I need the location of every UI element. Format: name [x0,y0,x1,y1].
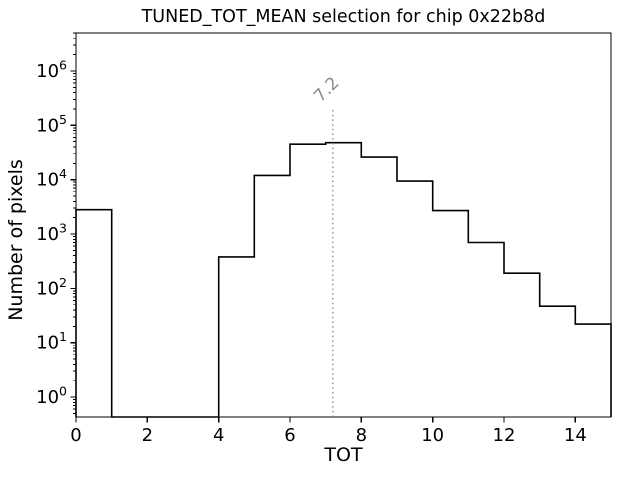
y-tick-label: 102 [36,275,67,300]
histogram-step-line [75,141,612,418]
x-tick-label: 4 [213,425,224,446]
y-tick-label: 105 [36,112,67,137]
y-tick-label: 106 [36,57,67,82]
x-tick-label: 14 [564,425,587,446]
tuned-mean-vline-label: 7.2 [310,73,343,106]
x-tick-label: 8 [356,425,367,446]
x-tick-label: 6 [284,425,295,446]
y-tick-label: 104 [36,166,67,191]
y-tick-label: 101 [36,329,67,354]
plot-spines [75,32,612,418]
y-tick-label: 100 [36,384,67,409]
chart-title: TUNED_TOT_MEAN selection for chip 0x22b8… [141,7,546,27]
x-tick-label: 10 [421,425,444,446]
x-tick-label: 2 [142,425,153,446]
x-axis-label: TOT [324,444,363,466]
x-tick-label: 12 [493,425,516,446]
y-tick-label: 103 [36,221,67,246]
x-tick-label: 0 [70,425,81,446]
